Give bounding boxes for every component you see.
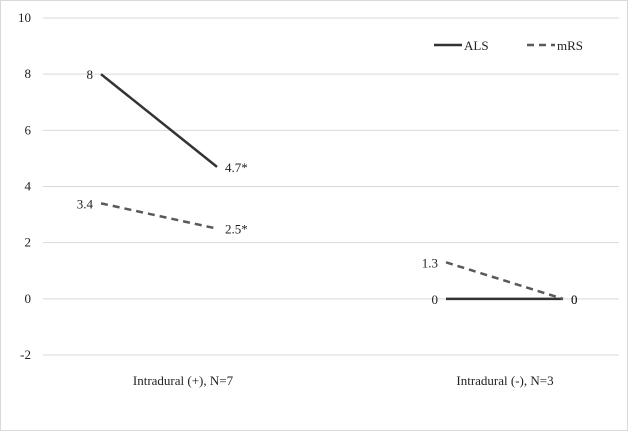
y-tick-label: -2 xyxy=(20,347,31,362)
data-label: 0 xyxy=(571,292,578,307)
y-tick-label: 4 xyxy=(25,179,32,194)
series-line-mrs xyxy=(445,261,564,301)
data-label: 4.7* xyxy=(225,160,248,175)
y-axis: -2 0 2 4 6 8 10 xyxy=(18,10,32,362)
gridlines xyxy=(43,17,619,356)
x-category-label: Intradural (+), N=7 xyxy=(133,373,234,388)
y-tick-label: 10 xyxy=(18,10,31,25)
series-line-als xyxy=(100,73,218,168)
x-category-label: Intradural (-), N=3 xyxy=(456,373,553,388)
data-label: 2.5* xyxy=(225,222,248,237)
y-tick-label: 8 xyxy=(25,66,32,81)
y-tick-label: 2 xyxy=(25,235,32,250)
x-axis: Intradural (+), N=7 Intradural (-), N=3 xyxy=(133,373,554,388)
y-tick-label: 0 xyxy=(25,291,32,306)
series-layer xyxy=(100,73,564,301)
legend: ALS mRS xyxy=(434,38,583,53)
data-label: 1.3 xyxy=(422,255,438,270)
data-label: 0 xyxy=(432,292,439,307)
data-label: 8 xyxy=(87,67,94,82)
data-label: 3.4 xyxy=(77,196,94,211)
legend-label-als: ALS xyxy=(464,38,489,53)
series-line-mrs xyxy=(100,202,218,230)
y-tick-label: 6 xyxy=(25,122,32,137)
data-labels: 84.7*0 03.42.5*1.30 xyxy=(77,67,578,307)
data-label: 0 xyxy=(571,292,578,307)
legend-label-mrs: mRS xyxy=(557,38,583,53)
